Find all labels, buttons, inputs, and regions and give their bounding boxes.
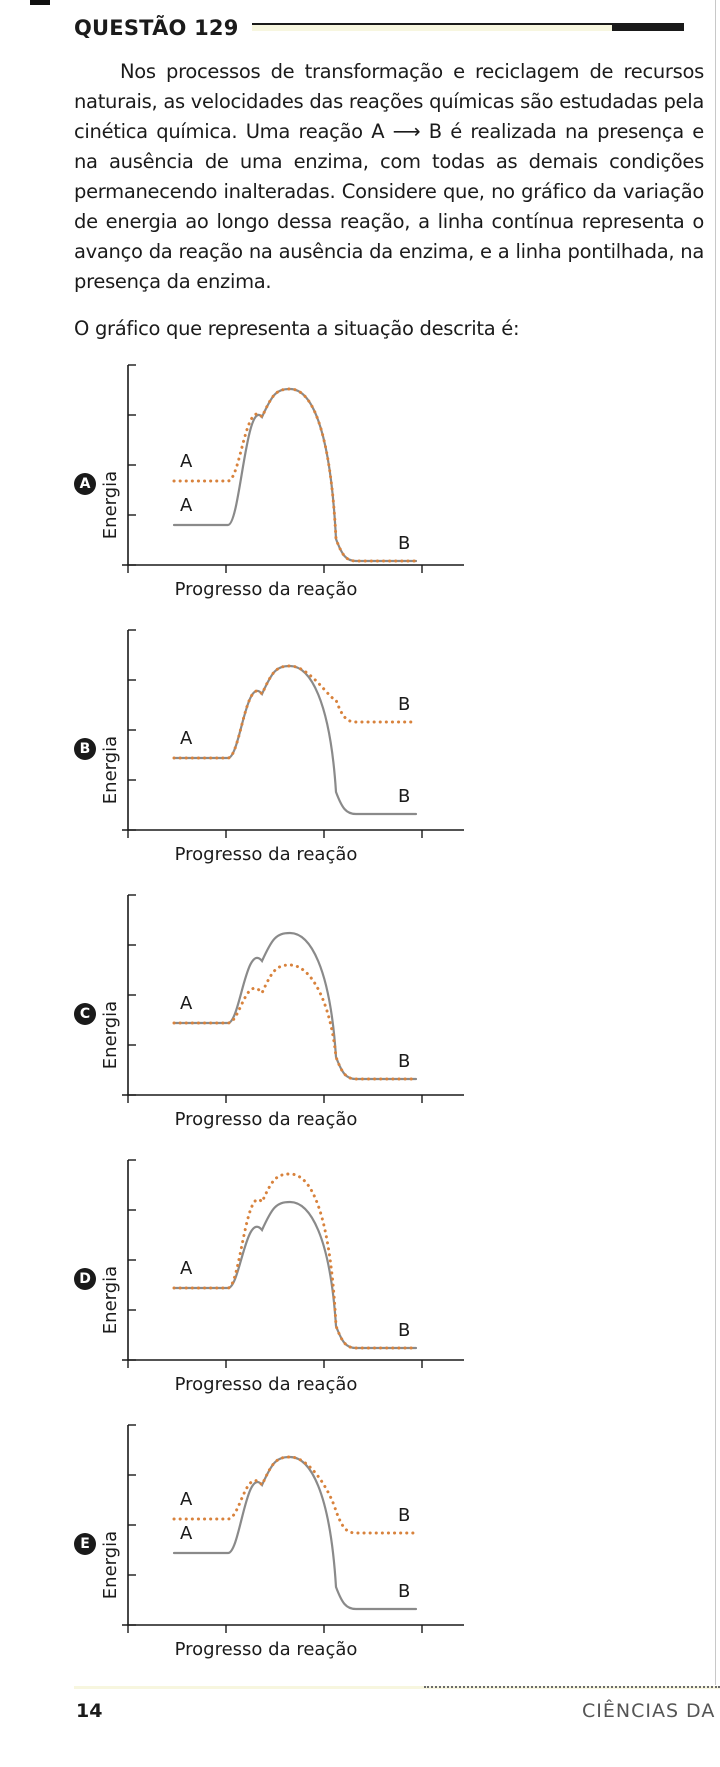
footer-rule xyxy=(74,1686,720,1689)
y-axis-label: Energia xyxy=(100,1001,121,1069)
option-letter-badge: E xyxy=(74,1533,96,1555)
series-line-with-enzyme xyxy=(172,387,418,563)
product-label: B xyxy=(398,1505,410,1526)
y-axis-label: Energia xyxy=(100,736,121,804)
y-axis-label: Energia xyxy=(100,1531,121,1599)
option-letter-badge: A xyxy=(74,473,96,495)
energy-chart: Energia Progresso da reação A B A B xyxy=(100,1424,464,1660)
option-letter-badge: C xyxy=(74,1003,96,1025)
product-label: B xyxy=(398,786,410,807)
option-b[interactable]: B Energia Progresso da reação A B B xyxy=(70,620,470,870)
energy-chart: Energia Progresso da reação A B A xyxy=(100,364,464,600)
option-letter-badge: D xyxy=(74,1268,96,1290)
energy-chart: Energia Progresso da reação A B xyxy=(100,1159,464,1395)
section-name: CIÊNCIAS DA N xyxy=(582,1700,720,1722)
x-axis-label: Progresso da reação xyxy=(175,579,358,600)
series-line-with-enzyme xyxy=(172,963,418,1081)
reactant-label: A xyxy=(180,993,193,1014)
series-line-with-enzyme xyxy=(172,1172,418,1350)
option-e[interactable]: E Energia Progresso da reação A B A B xyxy=(70,1415,470,1665)
x-axis-label: Progresso da reação xyxy=(175,1374,358,1395)
header-rule-end xyxy=(612,23,684,31)
series-line-without-enzyme xyxy=(172,664,418,816)
series-line-without-enzyme xyxy=(172,1455,418,1611)
product-label: B xyxy=(398,1581,410,1602)
series-line-without-enzyme xyxy=(172,1200,418,1350)
series-line-with-enzyme xyxy=(172,1455,418,1535)
energy-chart: Energia Progresso da reação A B B xyxy=(100,629,464,865)
x-axis-label: Progresso da reação xyxy=(175,844,358,865)
product-label: B xyxy=(398,694,410,715)
reactant-label: A xyxy=(180,495,193,516)
footer-dotted-rule xyxy=(424,1686,720,1688)
x-axis-label: Progresso da reação xyxy=(175,1109,358,1130)
energy-chart: Energia Progresso da reação A B xyxy=(100,894,464,1130)
option-a[interactable]: A Energia Progresso da reação A B A xyxy=(70,355,470,605)
product-label: B xyxy=(398,1320,410,1341)
question-prompt: O gráfico que representa a situação desc… xyxy=(74,317,520,340)
product-label: B xyxy=(398,1051,410,1072)
reactant-label: A xyxy=(180,1523,193,1544)
page-number: 14 xyxy=(76,1700,103,1722)
reactant-label: A xyxy=(180,451,193,472)
corner-mark xyxy=(30,0,50,5)
series-line-with-enzyme xyxy=(172,664,418,760)
y-axis-label: Energia xyxy=(100,471,121,539)
reactant-label: A xyxy=(180,728,193,749)
reactant-label: A xyxy=(180,1258,193,1279)
y-axis-label: Energia xyxy=(100,1266,121,1334)
option-letter-badge: B xyxy=(74,738,96,760)
question-header: QUESTÃO 129 xyxy=(74,14,704,42)
option-c[interactable]: C Energia Progresso da reação A B xyxy=(70,885,470,1135)
series-line-without-enzyme xyxy=(172,387,418,563)
reactant-label: A xyxy=(180,1489,193,1510)
series-line-without-enzyme xyxy=(172,931,418,1081)
question-statement: Nos processos de transformação e recicla… xyxy=(74,60,704,293)
page-edge-rule xyxy=(715,0,716,1685)
product-label: B xyxy=(398,533,410,554)
header-rule xyxy=(252,23,684,31)
x-axis-label: Progresso da reação xyxy=(175,1639,358,1660)
question-title: QUESTÃO 129 xyxy=(74,16,239,40)
option-d[interactable]: D Energia Progresso da reação A B xyxy=(70,1150,470,1400)
